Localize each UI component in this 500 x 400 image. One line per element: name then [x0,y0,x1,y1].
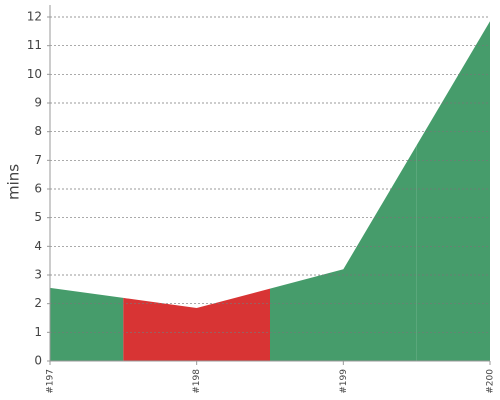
x-tick-label: #197 [46,369,56,394]
area-segment [416,21,490,362]
y-tick-label: 11 [27,38,42,52]
area-segment [50,287,124,361]
y-tick-label: 0 [34,354,42,368]
y-tick-label: 7 [34,153,42,167]
x-tick-label: #200 [486,369,496,394]
y-tick-label: 6 [34,182,42,196]
y-tick-label: 8 [34,124,42,138]
y-tick-label: 5 [34,210,42,224]
y-tick-label: 9 [34,96,42,110]
y-tick-label: 2 [34,296,42,310]
x-tick-label: #199 [339,369,349,394]
x-tick-label: #198 [192,369,202,394]
area-segment [123,288,270,361]
area-segment [270,145,417,361]
y-tick-label: 4 [34,239,42,253]
y-tick-label: 1 [34,325,42,339]
y-axis-label: mins [5,164,23,200]
y-tick-label: 10 [27,67,42,81]
y-tick-label: 3 [34,268,42,282]
y-tick-label: 12 [27,10,42,24]
